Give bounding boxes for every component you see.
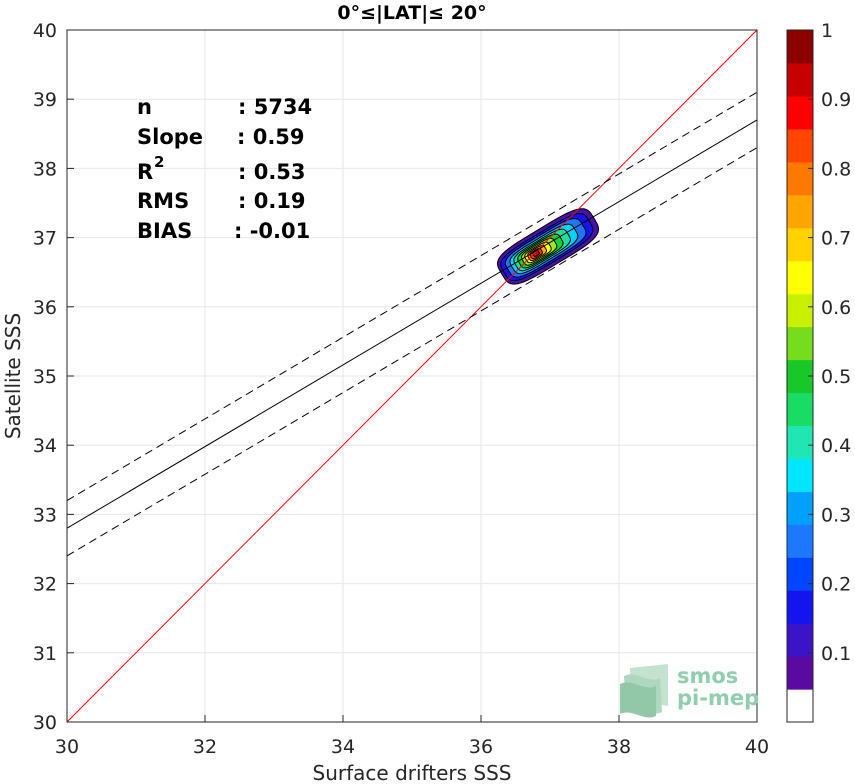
colorbar-tick-label: 0.7 [821, 228, 851, 250]
stat-n-label: n [137, 95, 152, 119]
identity-line [66, 29, 758, 723]
colorbar-tick-label: 0.2 [821, 574, 851, 596]
stat-slope-value: : 0.59 [237, 125, 305, 149]
x-tick-label: 34 [331, 736, 355, 758]
y-tick-label: 40 [33, 20, 57, 42]
logo-line2: pi-mep [677, 686, 759, 710]
colorbar-segment [787, 293, 813, 328]
x-tick-label: 40 [745, 736, 769, 758]
colorbar-segment [787, 425, 813, 459]
stat-n-value: : 5734 [238, 95, 312, 119]
colorbar-tick-label: 0.1 [821, 643, 851, 665]
y-tick-label: 34 [33, 435, 57, 457]
stat-bias-label: BIAS [137, 219, 192, 243]
y-tick-label: 35 [33, 366, 57, 388]
x-tick-label: 36 [469, 736, 493, 758]
colorbar-segment [787, 557, 813, 591]
chart-title: 0°≤|LAT|≤ 20° [337, 2, 486, 24]
stat-r2-value: : 0.53 [238, 160, 306, 184]
stats-box: n : 5734 Slope : 0.59 R 2 : 0.53 RMS : 0… [137, 95, 312, 243]
logo-wave-icon [620, 664, 668, 718]
y-axis-ticks: 30 31 32 33 34 35 36 37 38 39 40 [33, 20, 74, 734]
stat-bias-value: : -0.01 [234, 219, 310, 243]
y-tick-label: 30 [33, 712, 57, 734]
colorbar-tick-label: 0.3 [821, 504, 851, 526]
x-axis-ticks: 30 32 34 36 38 40 [55, 715, 769, 758]
colorbar-segment [787, 260, 813, 295]
colorbar-segment [787, 524, 813, 558]
stat-rms-value: : 0.19 [238, 189, 306, 213]
colorbar-tick-label: 1 [821, 20, 833, 42]
x-tick-label: 38 [607, 736, 631, 758]
colorbar-segment [787, 62, 813, 97]
y-tick-label: 33 [33, 504, 57, 526]
colorbar-segment [787, 95, 813, 130]
y-tick-label: 36 [33, 297, 57, 319]
colorbar-tick-label: 0.6 [821, 297, 851, 319]
colorbar-tick-label: 0.5 [821, 366, 851, 388]
colorbar-segment [787, 30, 813, 64]
y-tick-label: 39 [33, 89, 57, 111]
x-tick-label: 30 [55, 736, 79, 758]
regression_lower-line [66, 147, 758, 557]
colorbar-segment [787, 623, 813, 657]
colorbar-segment [787, 326, 813, 361]
colorbar-tick-label: 0.9 [821, 89, 851, 111]
y-axis-label: Satellite SSS [1, 313, 25, 439]
smos-pimep-logo: smos pi-mep [620, 664, 759, 718]
y-tick-label: 32 [33, 574, 57, 596]
y-tick-label: 31 [33, 643, 57, 665]
colorbar-segment [787, 590, 813, 624]
colorbar-segment [787, 194, 813, 229]
colorbar-segment [787, 458, 813, 492]
y-tick-label: 38 [33, 158, 57, 180]
colorbar-segment [787, 491, 813, 525]
colorbar-segment [787, 161, 813, 196]
reference-lines [66, 29, 758, 723]
regression_upper-line [66, 91, 758, 501]
regression-line [66, 119, 758, 529]
colorbar: 0.1 0.2 0.3 0.4 0.5 0.6 0.7 0.8 0.9 1 [786, 20, 851, 723]
stat-r2-label: R [137, 160, 153, 184]
y-tick-label: 37 [33, 228, 57, 250]
colorbar-segment [787, 392, 813, 427]
x-tick-label: 32 [193, 736, 217, 758]
stat-rms-label: RMS [137, 189, 189, 213]
colorbar-tick-label: 0.4 [821, 435, 851, 457]
colorbar-segment [787, 656, 813, 690]
colorbar-segment [787, 227, 813, 262]
x-axis-label: Surface drifters SSS [313, 761, 512, 784]
colorbar-segment [787, 128, 813, 163]
logo-line1: smos [677, 664, 738, 688]
stat-r2-superscript: 2 [154, 153, 164, 171]
stat-slope-label: Slope [137, 125, 203, 149]
colorbar-tick-label: 0.8 [821, 158, 851, 180]
colorbar-segment [787, 689, 813, 723]
